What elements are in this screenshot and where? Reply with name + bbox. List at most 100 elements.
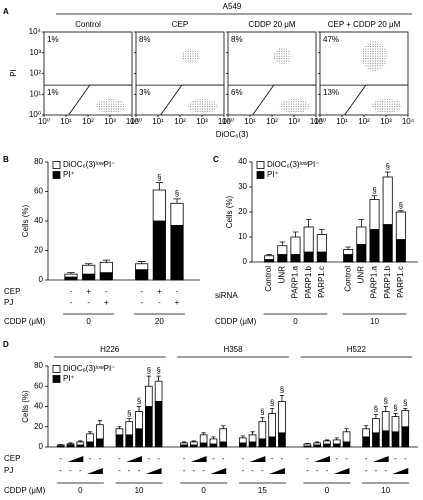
row-label: - (89, 454, 92, 463)
row-label: - (316, 466, 319, 475)
bar-segment (64, 273, 78, 278)
y-axis-label: Cells (%) (21, 204, 30, 237)
x-tick-label: 10¹ (244, 117, 256, 126)
bar-segment (144, 406, 153, 448)
dose-label: 10 (370, 317, 379, 326)
bar-segment (290, 254, 301, 263)
bar-segment (125, 434, 134, 448)
error-bar (146, 375, 151, 387)
row-name: CEP (4, 454, 20, 463)
error-bar (127, 418, 132, 422)
bar-segment (152, 220, 166, 281)
row-label: - (384, 466, 387, 475)
error-bar (84, 263, 93, 266)
row-name: PJ (4, 298, 13, 307)
x-tick-label: 10⁴ (310, 117, 323, 126)
error-bar (136, 406, 142, 412)
x-tick-label: 10² (174, 117, 186, 126)
x-tick-label: 10⁰ (314, 117, 326, 126)
error-bar (182, 441, 187, 443)
bar-segment (290, 236, 301, 255)
row-label: - (79, 466, 82, 475)
row-label: - (69, 466, 72, 475)
bar-segment (391, 431, 400, 448)
row-label: - (59, 466, 62, 475)
bar-segment (144, 385, 153, 407)
bar-segment (170, 225, 184, 281)
bar-segment (82, 273, 96, 281)
bar-segment (209, 443, 218, 448)
y-axis-label: Cells (%) (225, 195, 234, 228)
dose-name: CDDP (μM) (215, 317, 257, 326)
bar-segment (154, 401, 163, 448)
legend-swatch (256, 171, 265, 179)
x-tick-label: 10⁴ (218, 117, 231, 126)
row-label: - (138, 466, 141, 475)
bar-segment (125, 421, 134, 436)
bar-segment (248, 441, 257, 448)
bar-segment (219, 441, 228, 448)
x-tick-label: 10⁰ (38, 117, 50, 126)
error-bar (334, 437, 339, 440)
bar-segment (343, 254, 354, 263)
dot-cloud (95, 99, 126, 113)
plot-title: CEP (172, 20, 188, 29)
row-label: - (140, 298, 143, 307)
y-tick-label: 40 (34, 216, 43, 225)
bar-segment (264, 255, 275, 260)
x-tick-label: 10⁰ (222, 117, 234, 126)
panel-letter: D (3, 340, 9, 349)
error-bar (279, 241, 286, 246)
y-tick-label: 60 (34, 187, 43, 196)
bar-segment (356, 226, 367, 245)
dot-cloud (187, 99, 218, 113)
quadrant-percent: 13% (323, 88, 339, 97)
x-tick-label: 10⁴ (126, 117, 139, 126)
y-tick-label: 80 (34, 157, 43, 166)
row-label: PARP1.b (383, 265, 392, 298)
bar-segment (64, 276, 78, 281)
legend-swatch (52, 365, 61, 373)
legend-label: PI⁺ (267, 170, 279, 179)
x-tick-label: 10³ (380, 117, 392, 126)
row-name: CEP (4, 287, 20, 296)
gate-line (160, 84, 224, 116)
bar-segment (395, 211, 406, 240)
significance-marker: § (260, 408, 264, 417)
legend-swatch (52, 171, 61, 179)
row-label: - (281, 454, 284, 463)
row-label: - (157, 454, 160, 463)
row-label: + (86, 287, 91, 296)
legend-label: DiOC₆(3)ˡᵒʷPI⁻ (267, 160, 319, 169)
y-tick-label: 20 (34, 246, 43, 255)
error-bar (68, 442, 73, 444)
bar-segment (369, 199, 380, 230)
bar-segment (99, 272, 113, 281)
error-bar (88, 431, 93, 434)
significance-marker: § (374, 405, 378, 414)
x-tick-label: 10³ (104, 117, 116, 126)
legend-swatch (256, 161, 265, 169)
dose-label: 0 (201, 486, 206, 495)
error-bar (373, 414, 378, 419)
plot-title: Control (75, 20, 101, 29)
error-bar (260, 417, 265, 422)
y-tick-label: 80 (34, 361, 43, 370)
legend-swatch (52, 375, 61, 383)
x-tick-label: 10¹ (152, 117, 164, 126)
significance-marker: § (137, 397, 141, 406)
bar-segment (135, 411, 143, 430)
y-tick-label: 40 (238, 157, 247, 166)
error-bar (315, 441, 320, 443)
y-tick-label: 0 (243, 257, 248, 266)
quadrant-percent: 8% (139, 35, 151, 44)
quadrant-percent: 6% (231, 88, 243, 97)
row-label: - (241, 454, 244, 463)
gate-line (68, 84, 132, 116)
bar-segment (268, 413, 276, 438)
error-bar (383, 406, 388, 412)
row-label: - (394, 454, 397, 463)
section-title: H522 (347, 345, 367, 354)
plot-title: CEP + CDDP 20 μM (328, 20, 401, 29)
